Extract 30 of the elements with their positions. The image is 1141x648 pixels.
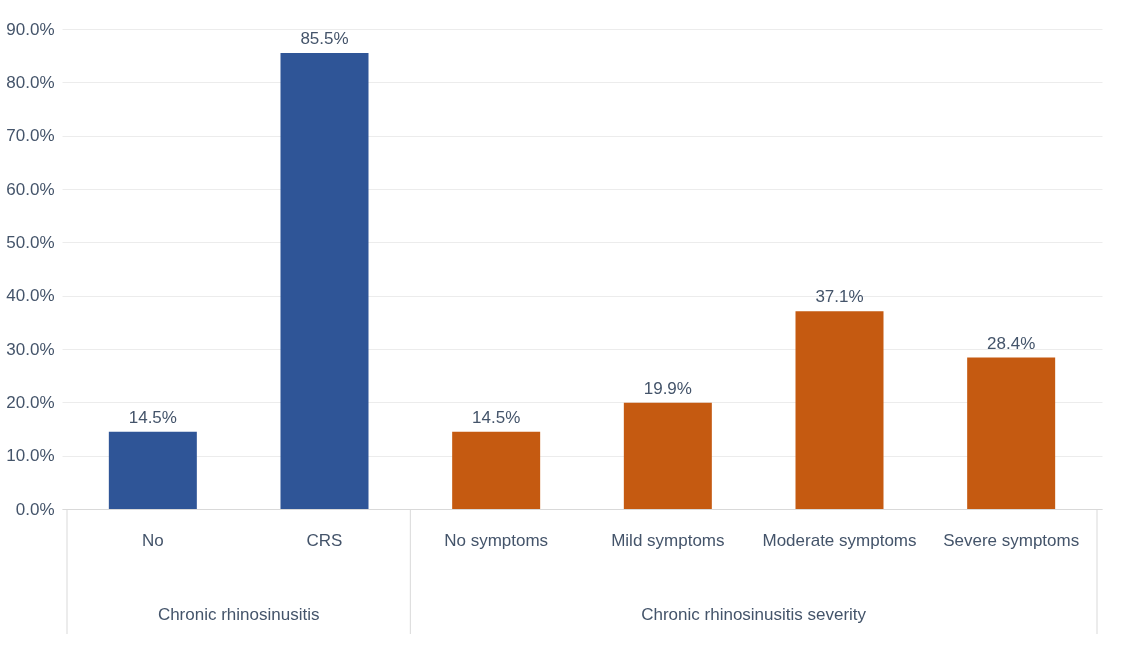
data-label: 19.9% <box>643 378 692 398</box>
x-tick-label: Severe symptoms <box>943 531 1080 550</box>
bar <box>967 357 1056 509</box>
y-tick-label: 40.0% <box>6 286 55 306</box>
y-tick-label: 30.0% <box>6 339 55 359</box>
y-tick-label: 0.0% <box>15 499 55 519</box>
x-tick-label: Mild symptoms <box>611 531 725 550</box>
bar <box>452 431 541 509</box>
y-tick-label: 70.0% <box>6 126 55 146</box>
bar <box>795 311 884 509</box>
text: Chronic rhinosinusitis severity <box>641 605 867 624</box>
data-label: 85.5% <box>300 29 349 48</box>
y-tick-label: 20.0% <box>6 392 55 412</box>
bar <box>280 53 369 509</box>
data-label: 14.5% <box>472 407 521 427</box>
x-tick-label: No <box>141 531 164 550</box>
y-tick-label: 60.0% <box>6 179 55 199</box>
data-label: 37.1% <box>815 287 864 307</box>
data-label: 14.5% <box>128 407 177 427</box>
x-tick-label: No symptoms <box>444 531 549 550</box>
data-label: 28.4% <box>987 333 1036 353</box>
y-tick-label: 90.0% <box>6 19 55 39</box>
x-tick-label: Moderate symptoms <box>762 531 917 550</box>
y-tick-label: 50.0% <box>6 232 55 252</box>
text: Chronic rhinosinusitis <box>157 605 320 624</box>
y-tick-label: 10.0% <box>6 446 55 466</box>
x-tick-label: CRS <box>306 531 343 550</box>
y-tick-label: 80.0% <box>6 72 55 92</box>
bar <box>623 402 712 509</box>
bar <box>108 431 197 509</box>
